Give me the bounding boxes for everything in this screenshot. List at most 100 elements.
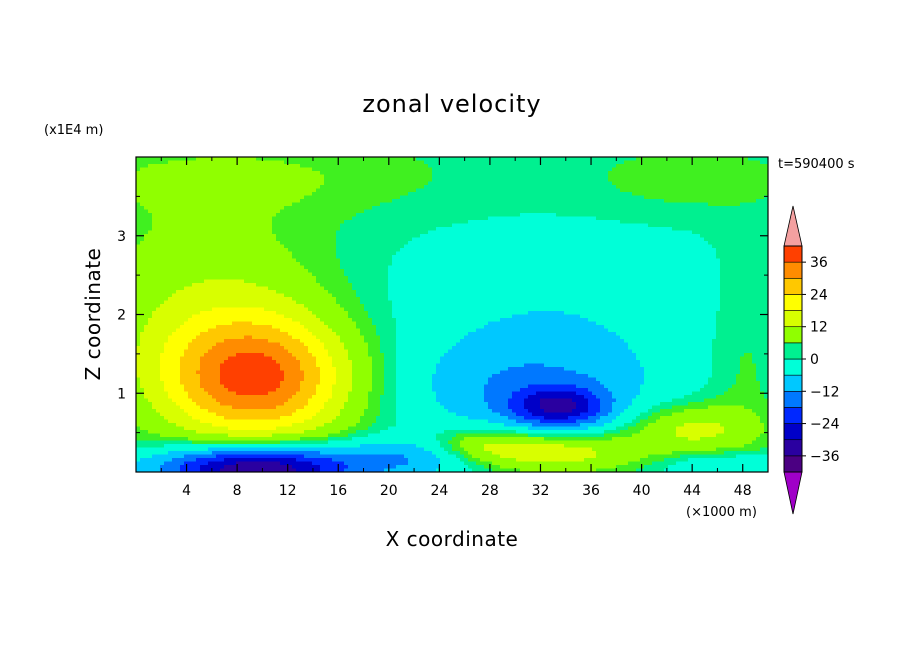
contour-cell	[200, 171, 205, 176]
contour-cell	[284, 157, 289, 162]
contour-cell	[356, 244, 361, 249]
contour-cell	[284, 349, 289, 354]
contour-cell	[176, 444, 181, 449]
contour-cell	[344, 262, 349, 267]
contour-cell	[176, 335, 181, 340]
contour-cell	[148, 248, 153, 253]
contour-cell	[316, 335, 321, 340]
contour-cell	[288, 311, 293, 316]
contour-cell	[240, 223, 245, 228]
contour-cell	[184, 325, 189, 330]
contour-cell	[212, 468, 217, 472]
contour-cell	[208, 171, 213, 176]
contour-cell	[340, 409, 345, 414]
contour-cell	[224, 363, 229, 368]
contour-cell	[320, 262, 325, 267]
contour-cell	[244, 206, 249, 211]
contour-cell	[332, 206, 337, 211]
contour-cell	[352, 409, 357, 414]
contour-cell	[200, 297, 205, 302]
contour-cell	[264, 286, 269, 291]
contour-cell	[336, 363, 341, 368]
contour-cell	[224, 447, 229, 452]
contour-cell	[332, 164, 337, 169]
contour-cell	[216, 419, 221, 424]
contour-cell	[308, 283, 313, 288]
contour-cell	[352, 318, 357, 323]
contour-cell	[160, 349, 165, 354]
contour-cell	[244, 384, 249, 389]
contour-cell	[312, 244, 317, 249]
contour-cell	[180, 381, 185, 386]
contour-cell	[176, 255, 181, 260]
contour-cell	[352, 251, 357, 256]
contour-cell	[280, 297, 285, 302]
contour-cell	[196, 374, 201, 379]
contour-cell	[164, 300, 169, 305]
contour-cell	[320, 363, 325, 368]
contour-cell	[140, 258, 145, 263]
contour-cell	[320, 416, 325, 421]
contour-cell	[260, 241, 265, 246]
contour-cell	[280, 209, 285, 214]
contour-cell	[268, 398, 273, 403]
contour-cell	[252, 209, 257, 214]
contour-cell	[248, 325, 253, 330]
contour-cell	[352, 199, 357, 204]
contour-cell	[288, 398, 293, 403]
contour-cell	[244, 370, 249, 375]
contour-cell	[296, 342, 301, 347]
contour-cell	[320, 241, 325, 246]
contour-cell	[268, 185, 273, 190]
contour-cell	[252, 307, 257, 312]
contour-cell	[312, 272, 317, 277]
contour-cell	[292, 220, 297, 225]
contour-cell	[176, 360, 181, 365]
contour-cell	[164, 367, 169, 372]
contour-cell	[176, 248, 181, 253]
contour-cell	[180, 311, 185, 316]
contour-cell	[188, 377, 193, 382]
contour-cell	[332, 447, 337, 452]
contour-cell	[272, 265, 277, 270]
contour-cell	[320, 342, 325, 347]
contour-cell	[356, 241, 361, 246]
contour-cell	[148, 202, 153, 207]
contour-cell	[260, 391, 265, 396]
contour-cell	[156, 461, 161, 466]
contour-cell	[180, 248, 185, 253]
contour-cell	[176, 384, 181, 389]
contour-cell	[176, 388, 181, 393]
contour-cell	[292, 412, 297, 417]
contour-cell	[300, 335, 305, 340]
contour-cell	[296, 465, 301, 470]
contour-cell	[344, 213, 349, 218]
contour-cell	[264, 416, 269, 421]
contour-cell	[236, 391, 241, 396]
contour-cell	[188, 339, 193, 344]
contour-cell	[352, 391, 357, 396]
contour-cell	[312, 293, 317, 298]
contour-cell	[196, 444, 201, 449]
contour-cell	[336, 265, 341, 270]
contour-cell	[312, 370, 317, 375]
contour-cell	[184, 395, 189, 400]
contour-cell	[268, 465, 273, 470]
contour-cell	[244, 454, 249, 459]
contour-cell	[292, 353, 297, 358]
contour-cell	[248, 241, 253, 246]
contour-cell	[164, 321, 169, 326]
contour-cell	[252, 174, 257, 179]
contour-cell	[184, 209, 189, 214]
contour-cell	[200, 419, 205, 424]
contour-cell	[220, 468, 225, 472]
contour-cell	[300, 430, 305, 435]
contour-cell	[264, 381, 269, 386]
contour-cell	[316, 248, 321, 253]
contour-cell	[216, 402, 221, 407]
contour-cell	[292, 286, 297, 291]
contour-cell	[292, 255, 297, 260]
contour-cell	[288, 395, 293, 400]
contour-cell	[232, 279, 237, 284]
contour-cell	[200, 328, 205, 333]
